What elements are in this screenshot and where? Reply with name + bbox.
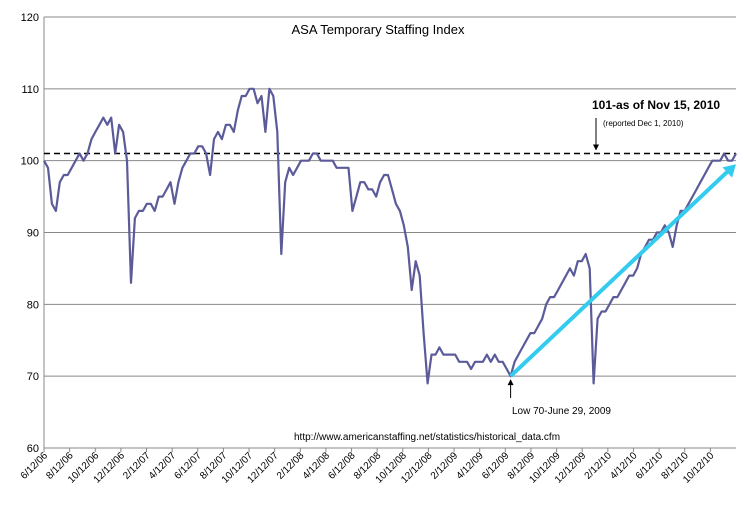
annotation-arrowhead [593, 144, 599, 151]
x-tick-label: 2/12/10 [583, 450, 615, 482]
series-layer [43, 87, 737, 385]
annotations: ASA Temporary Staffing Index 101-as of N… [292, 22, 721, 443]
axes [43, 17, 736, 452]
y-tick-label: 60 [27, 443, 39, 455]
trend-arrowhead [722, 164, 736, 178]
annotation-current-value: 101-as of Nov 15, 2010 [592, 98, 720, 112]
y-tick-label: 90 [27, 228, 39, 240]
chart-title: ASA Temporary Staffing Index [292, 22, 465, 37]
trend-line [509, 167, 732, 378]
y-tick-label: 110 [21, 84, 39, 96]
y-tick-label: 120 [21, 12, 39, 24]
x-tick-label: 6/12/07 [173, 450, 205, 482]
x-tick-label: 4/12/07 [147, 450, 179, 482]
series-line [43, 87, 737, 385]
x-tick-label: 4/12/08 [301, 450, 333, 482]
annotation-low-point: Low 70-June 29, 2009 [512, 406, 611, 417]
x-tick-label: 2/12/08 [275, 450, 307, 482]
x-tick-labels: 6/12/068/12/0610/12/0612/12/062/12/074/1… [19, 450, 717, 486]
x-tick-label: 6/12/09 [480, 450, 512, 482]
y-tick-label: 80 [27, 299, 39, 311]
low-point-arrowhead [507, 379, 514, 386]
x-tick-label: 2/12/09 [429, 450, 461, 482]
x-tick-label: 4/12/09 [454, 450, 486, 482]
y-tick-labels: 60 70 80 90 100 110 120 [21, 12, 39, 455]
x-tick-label: 6/12/10 [634, 450, 666, 482]
gridlines [44, 16, 736, 377]
y-tick-label: 100 [21, 156, 39, 168]
source-url: http://www.americanstaffing.net/statisti… [294, 432, 560, 443]
y-tick-label: 70 [27, 371, 39, 383]
x-tick-label: 6/12/08 [326, 450, 358, 482]
x-tick-label: 4/12/10 [608, 450, 640, 482]
annotation-report-date: (reported Dec 1, 2010) [603, 119, 684, 128]
x-tick-label: 2/12/07 [121, 450, 153, 482]
